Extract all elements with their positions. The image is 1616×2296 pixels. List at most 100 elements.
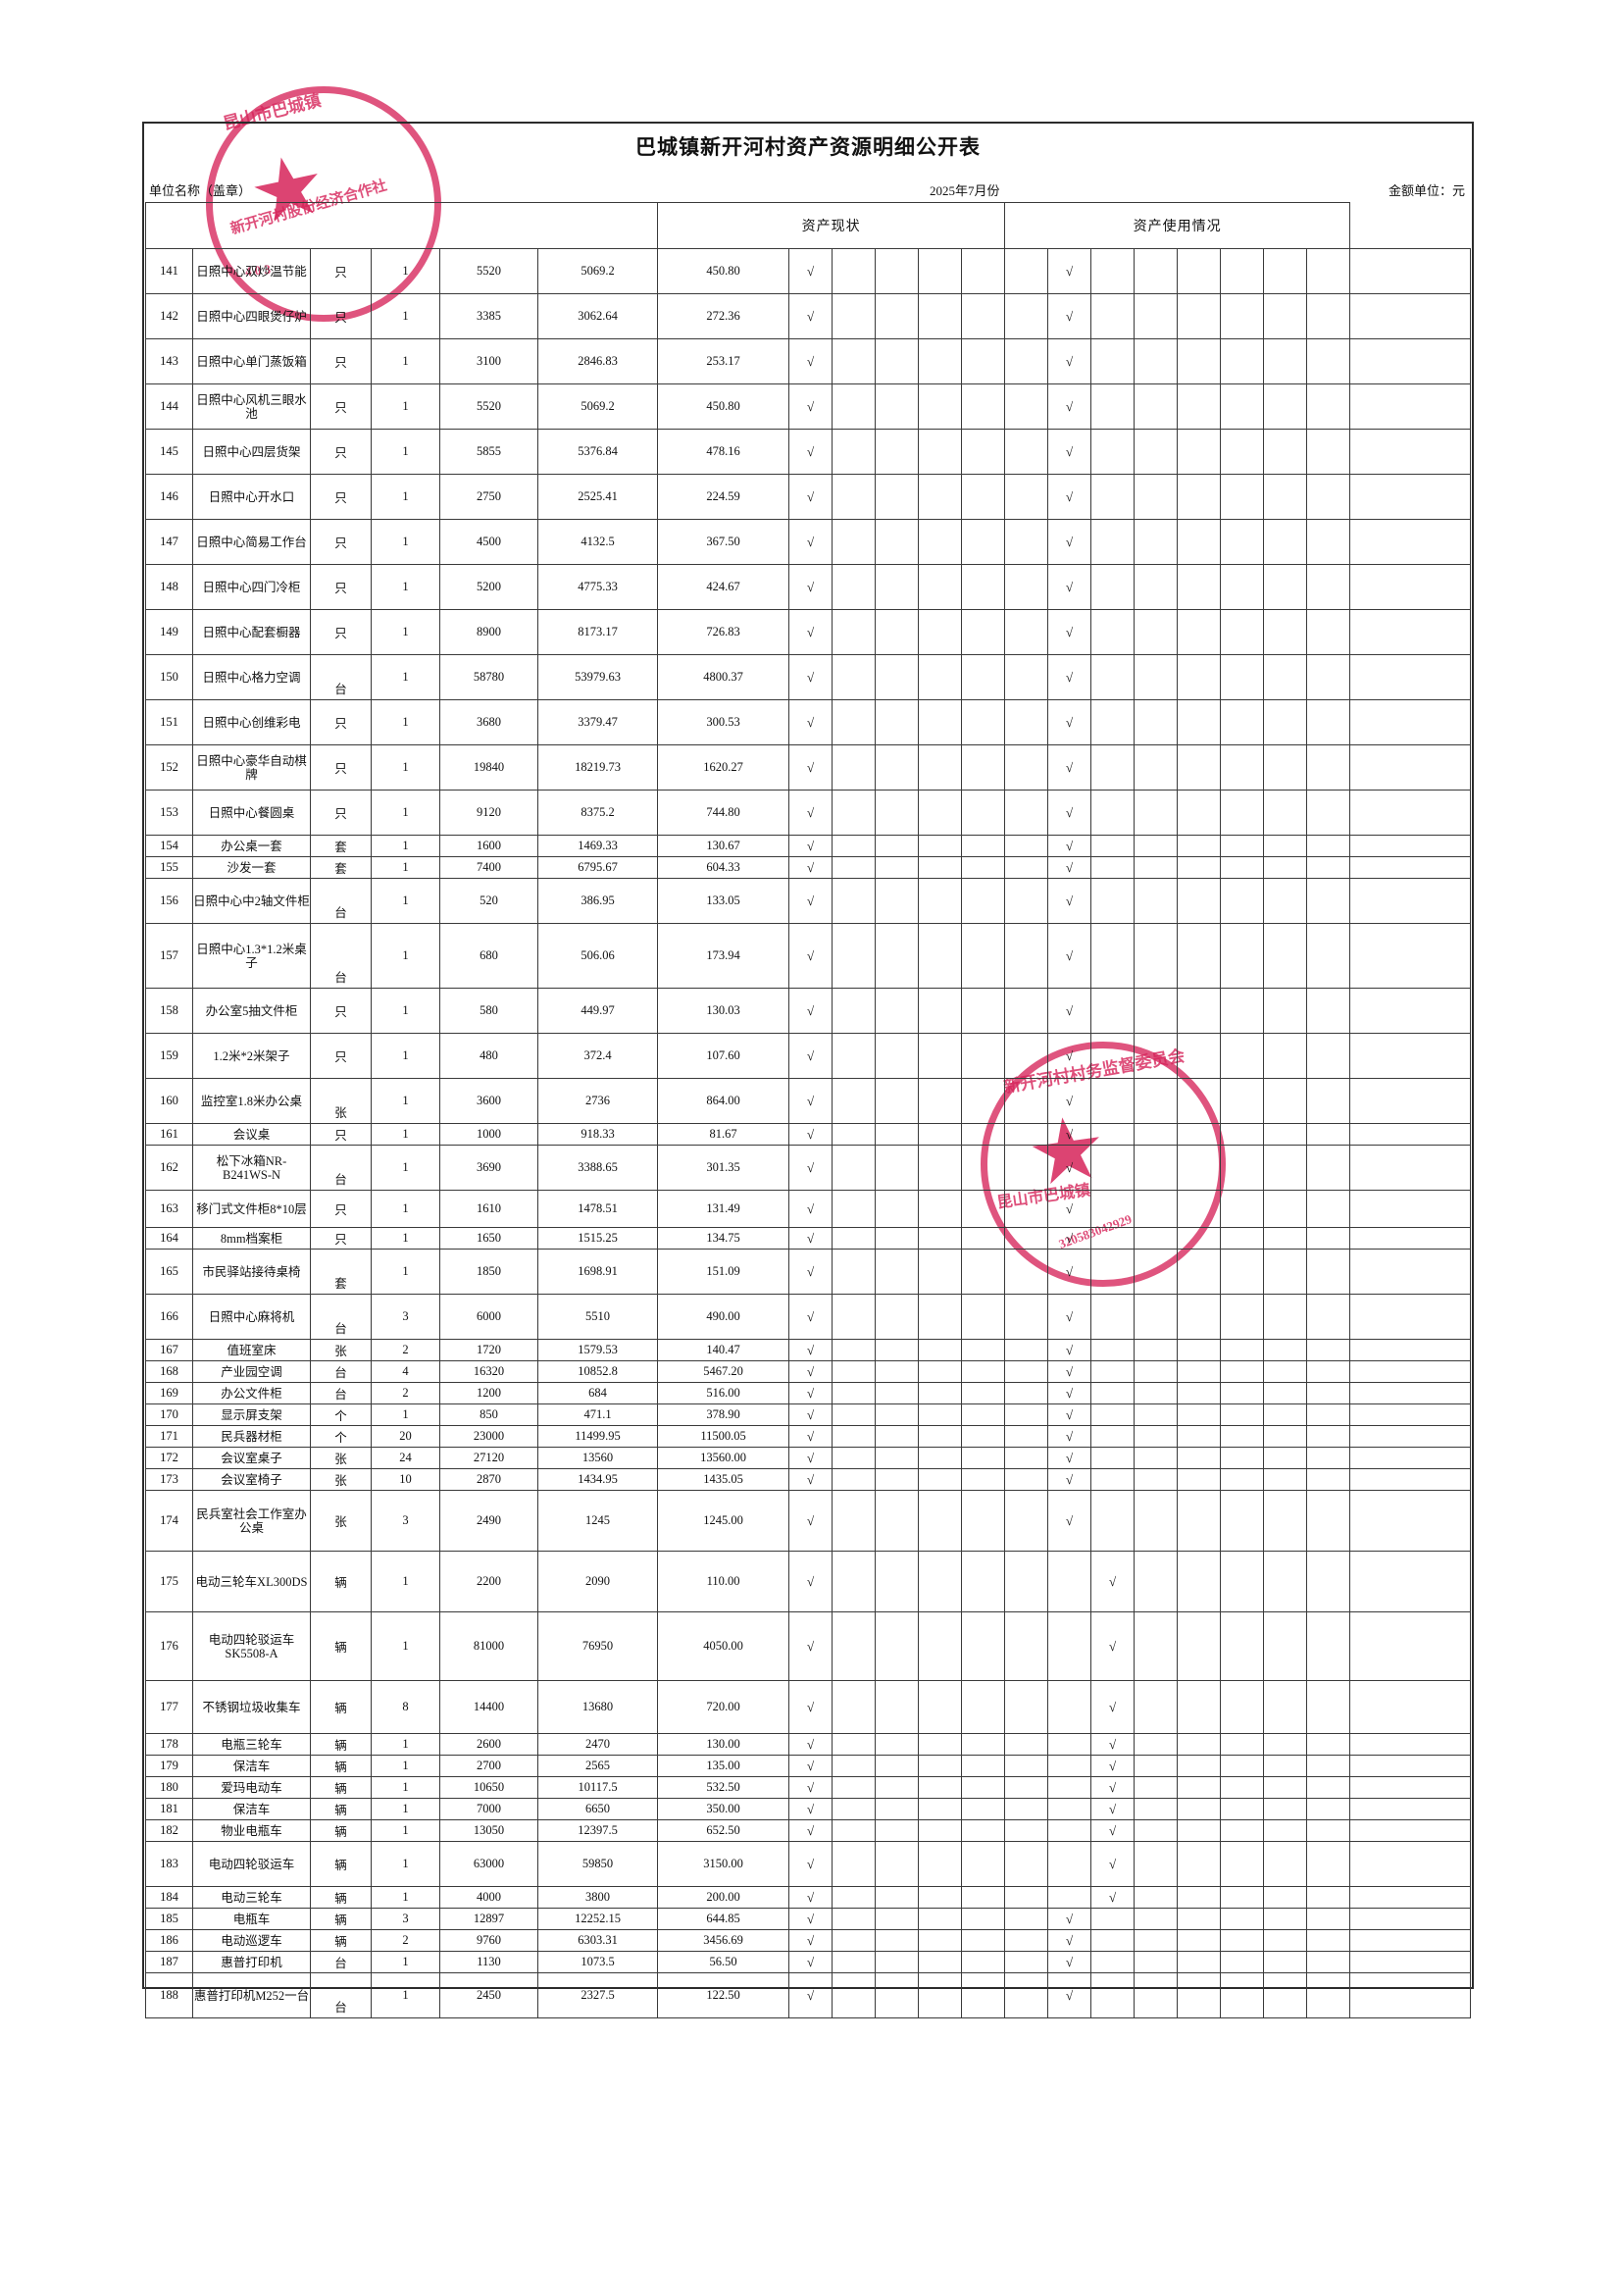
cell-资产现状-1: √ [788, 1382, 833, 1404]
cell-资产使用情况-2 [1090, 1951, 1136, 1973]
cell-资产使用情况-7 [1306, 1425, 1351, 1448]
cell-资产现状-2 [832, 338, 877, 384]
cell-资产现状-4 [918, 1972, 963, 2018]
cell-资产使用情况-8 [1349, 1886, 1471, 1909]
cell-序号: 166 [145, 1294, 193, 1340]
cell-资产现状-2 [832, 1145, 877, 1191]
cell-原值: 1720 [439, 1339, 538, 1361]
cell-资产使用情况-4 [1177, 1929, 1222, 1952]
cell-序号: 172 [145, 1447, 193, 1469]
cell-累计折旧: 81.67 [657, 1123, 790, 1146]
cell-资产使用情况-6 [1263, 1123, 1308, 1146]
cell-资产现状-6 [1004, 1227, 1049, 1250]
cell-资产使用情况-7 [1306, 1755, 1351, 1777]
cell-资产现状-1: √ [788, 1227, 833, 1250]
cell-资产使用情况-6 [1263, 744, 1308, 791]
cell-资产现状-6 [1004, 383, 1049, 430]
cell-净值: 5069.2 [536, 248, 659, 294]
cell-资产现状-3 [875, 790, 920, 836]
cell-资产使用情况-1 [1047, 1755, 1092, 1777]
table-row: 178 电瓶三轮车辆 1 2600 2470 130.00 √ √ [145, 1733, 1471, 1756]
cell-资产使用情况-7 [1306, 1249, 1351, 1295]
cell-资产使用情况-5 [1220, 609, 1265, 655]
cell-资产现状-3 [875, 1190, 920, 1228]
cell-资产现状-1: √ [788, 1033, 833, 1079]
cell-资产现状-1: √ [788, 699, 833, 745]
cell-资产使用情况-2 [1090, 1033, 1136, 1079]
cell-资产现状-6 [1004, 699, 1049, 745]
cell-资产使用情况-7 [1306, 790, 1351, 836]
cell-累计折旧: 532.50 [657, 1776, 790, 1799]
cell-资产使用情况-1 [1047, 1819, 1092, 1842]
cell-资产现状-3 [875, 1972, 920, 2018]
cell-资产使用情况-7 [1306, 835, 1351, 857]
cell-资产现状-4 [918, 1819, 963, 1842]
cell-资产现状-1: √ [788, 1360, 833, 1383]
cell-累计折旧: 644.85 [657, 1908, 790, 1930]
cell-资产使用情况-7 [1306, 1929, 1351, 1952]
cell-资产使用情况-4 [1177, 1798, 1222, 1820]
cell-资产使用情况-6 [1263, 1382, 1308, 1404]
cell-计量单位: 只 [310, 1123, 372, 1146]
cell-原值: 27120 [439, 1447, 538, 1469]
cell-计量单位: 台 [310, 1972, 372, 2018]
cell-数量: 1 [371, 1249, 440, 1295]
cell-资产使用情况-2 [1090, 1123, 1136, 1146]
cell-资产使用情况-4 [1177, 856, 1222, 879]
cell-净值: 2470 [536, 1733, 659, 1756]
cell-净值: 1073.5 [536, 1951, 659, 1973]
cell-资产现状-2 [832, 1033, 877, 1079]
cell-资产使用情况-2 [1090, 338, 1136, 384]
table-row: 183 电动四轮驳运车辆 1 63000 59850 3150.00 √ √ [145, 1841, 1471, 1887]
cell-资产现状-6 [1004, 1145, 1049, 1191]
table-row: 152 日照中心豪华自动棋牌只 1 19840 18219.73 1620.27 √ √ [145, 744, 1471, 791]
cell-资产现状-1: √ [788, 1972, 833, 2018]
cell-计量单位: 辆 [310, 1776, 372, 1799]
cell-资产使用情况-8 [1349, 293, 1471, 339]
cell-计量单位: 只 [310, 383, 372, 430]
cell-资产使用情况-6 [1263, 1776, 1308, 1799]
cell-净值: 449.97 [536, 988, 659, 1034]
cell-序号: 159 [145, 1033, 193, 1079]
cell-资产使用情况-5 [1220, 1294, 1265, 1340]
cell-资产现状-1: √ [788, 1403, 833, 1426]
cell-资产使用情况-7 [1306, 1447, 1351, 1469]
cell-累计折旧: 516.00 [657, 1382, 790, 1404]
cell-资产现状-2 [832, 923, 877, 989]
cell-资产现状-3 [875, 1798, 920, 1820]
cell-资产名称: 电动三轮车 [192, 1886, 311, 1909]
cell-资产使用情况-2 [1090, 1339, 1136, 1361]
cell-资产现状-2 [832, 1798, 877, 1820]
cell-资产名称: 办公桌一套 [192, 835, 311, 857]
cell-资产使用情况-1: √ [1047, 1145, 1092, 1191]
cell-资产使用情况-5 [1220, 1551, 1265, 1612]
cell-资产使用情况-3 [1134, 1227, 1179, 1250]
cell-资产现状-3 [875, 1145, 920, 1191]
cell-序号: 185 [145, 1908, 193, 1930]
table-row: 163 移门式文件柜8*10层只 1 1610 1478.51 131.49 √ √ [145, 1190, 1471, 1228]
cell-资产现状-5 [961, 856, 1006, 879]
cell-资产使用情况-2 [1090, 1227, 1136, 1250]
cell-资产使用情况-4 [1177, 1447, 1222, 1469]
cell-资产使用情况-2: √ [1090, 1680, 1136, 1734]
cell-资产现状-3 [875, 878, 920, 924]
cell-资产现状-4 [918, 1611, 963, 1681]
cell-资产使用情况-3 [1134, 474, 1179, 520]
cell-资产使用情况-5 [1220, 338, 1265, 384]
cell-资产现状-2 [832, 1490, 877, 1552]
cell-资产现状-6 [1004, 1033, 1049, 1079]
cell-资产现状-2 [832, 1755, 877, 1777]
cell-序号: 145 [145, 429, 193, 475]
cell-原值: 3600 [439, 1078, 538, 1124]
cell-资产使用情况-5 [1220, 1886, 1265, 1909]
table-body: 141 日照中心双炒温节能只 1 5520 5069.2 450.80 √ √ 142 日照中心四… [145, 248, 1471, 2018]
cell-资产现状-5 [961, 1819, 1006, 1842]
cell-原值: 2450 [439, 1972, 538, 2018]
cell-资产现状-6 [1004, 1886, 1049, 1909]
cell-资产现状-6 [1004, 1249, 1049, 1295]
cell-计量单位: 张 [310, 1078, 372, 1124]
cell-资产使用情况-3 [1134, 1425, 1179, 1448]
cell-序号: 171 [145, 1425, 193, 1448]
cell-资产使用情况-8 [1349, 1033, 1471, 1079]
cell-资产使用情况-8 [1349, 1490, 1471, 1552]
